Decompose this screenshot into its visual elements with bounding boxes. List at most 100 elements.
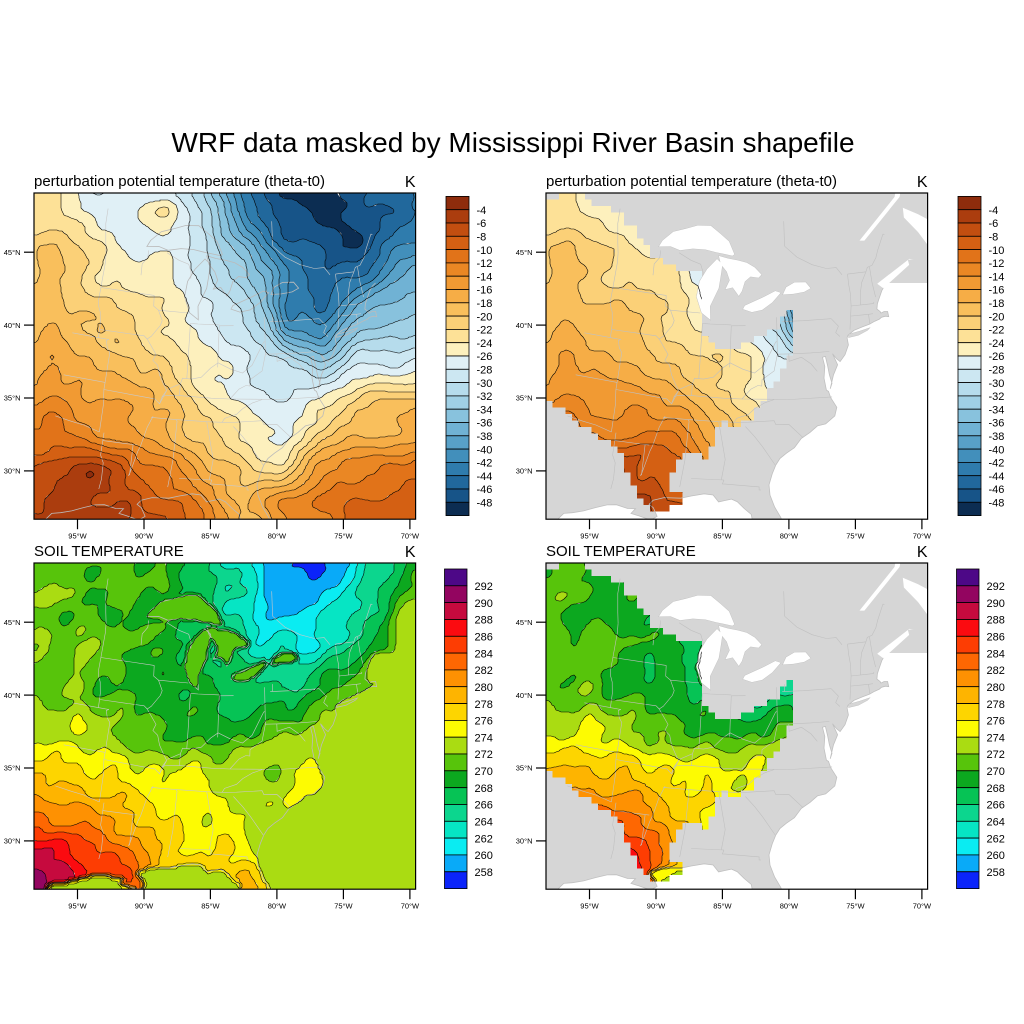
svg-text:266: 266 bbox=[475, 800, 493, 812]
svg-text:292: 292 bbox=[475, 581, 493, 593]
svg-text:292: 292 bbox=[987, 581, 1005, 593]
svg-text:95°W: 95°W bbox=[68, 531, 87, 540]
svg-text:-32: -32 bbox=[477, 391, 493, 403]
svg-text:260: 260 bbox=[475, 850, 493, 862]
svg-text:282: 282 bbox=[987, 665, 1005, 677]
svg-text:95°W: 95°W bbox=[580, 901, 599, 910]
svg-text:85°W: 85°W bbox=[713, 901, 732, 910]
svg-text:-34: -34 bbox=[989, 404, 1005, 416]
svg-text:-42: -42 bbox=[989, 458, 1005, 470]
svg-text:-28: -28 bbox=[989, 365, 1005, 377]
svg-text:-16: -16 bbox=[989, 285, 1005, 297]
svg-text:286: 286 bbox=[475, 632, 493, 644]
svg-text:90°W: 90°W bbox=[647, 531, 666, 540]
svg-text:-18: -18 bbox=[477, 298, 493, 310]
svg-text:45°N: 45°N bbox=[4, 248, 21, 257]
svg-text:288: 288 bbox=[987, 615, 1005, 627]
svg-text:-42: -42 bbox=[477, 458, 493, 470]
svg-text:280: 280 bbox=[987, 682, 1005, 694]
svg-text:K: K bbox=[917, 174, 928, 191]
svg-text:278: 278 bbox=[987, 699, 1005, 711]
svg-text:-34: -34 bbox=[477, 404, 493, 416]
svg-text:-46: -46 bbox=[477, 484, 493, 496]
svg-text:-30: -30 bbox=[989, 378, 1005, 390]
svg-text:35°N: 35°N bbox=[516, 394, 533, 403]
svg-text:270: 270 bbox=[475, 766, 493, 778]
svg-text:-4: -4 bbox=[477, 205, 487, 217]
svg-text:274: 274 bbox=[475, 732, 493, 744]
svg-text:258: 258 bbox=[475, 867, 493, 879]
svg-text:-12: -12 bbox=[989, 258, 1005, 270]
svg-text:-10: -10 bbox=[989, 245, 1005, 257]
svg-text:286: 286 bbox=[987, 632, 1005, 644]
svg-text:-36: -36 bbox=[989, 418, 1005, 430]
svg-text:-38: -38 bbox=[989, 431, 1005, 443]
svg-text:90°W: 90°W bbox=[647, 901, 666, 910]
svg-text:-6: -6 bbox=[989, 218, 999, 230]
svg-text:30°N: 30°N bbox=[516, 467, 533, 476]
svg-text:70°W: 70°W bbox=[913, 901, 932, 910]
svg-text:-20: -20 bbox=[477, 311, 493, 323]
svg-text:-32: -32 bbox=[989, 391, 1005, 403]
svg-text:-14: -14 bbox=[477, 271, 493, 283]
svg-text:70°W: 70°W bbox=[401, 531, 420, 540]
svg-text:266: 266 bbox=[987, 800, 1005, 812]
svg-text:-44: -44 bbox=[477, 471, 493, 483]
svg-text:288: 288 bbox=[475, 615, 493, 627]
svg-text:-44: -44 bbox=[989, 471, 1005, 483]
svg-text:perturbation potential tempera: perturbation potential temperature (thet… bbox=[34, 173, 325, 190]
svg-text:282: 282 bbox=[475, 665, 493, 677]
svg-text:30°N: 30°N bbox=[4, 837, 21, 846]
svg-text:75°W: 75°W bbox=[334, 901, 353, 910]
svg-text:-22: -22 bbox=[477, 325, 493, 337]
svg-text:-22: -22 bbox=[989, 325, 1005, 337]
svg-text:-4: -4 bbox=[989, 205, 999, 217]
svg-text:274: 274 bbox=[987, 732, 1005, 744]
svg-text:-24: -24 bbox=[477, 338, 493, 350]
svg-text:40°N: 40°N bbox=[4, 691, 21, 700]
svg-text:90°W: 90°W bbox=[135, 901, 154, 910]
svg-text:SOIL TEMPERATURE: SOIL TEMPERATURE bbox=[34, 543, 184, 560]
svg-text:45°N: 45°N bbox=[516, 618, 533, 627]
svg-text:-18: -18 bbox=[989, 298, 1005, 310]
svg-text:K: K bbox=[405, 544, 416, 561]
svg-text:45°N: 45°N bbox=[516, 248, 533, 257]
svg-text:-40: -40 bbox=[989, 444, 1005, 456]
svg-text:-38: -38 bbox=[477, 431, 493, 443]
svg-text:-20: -20 bbox=[989, 311, 1005, 323]
svg-text:K: K bbox=[917, 544, 928, 561]
svg-text:90°W: 90°W bbox=[135, 531, 154, 540]
svg-text:-8: -8 bbox=[989, 232, 999, 244]
svg-text:272: 272 bbox=[987, 749, 1005, 761]
svg-text:264: 264 bbox=[987, 817, 1005, 829]
svg-text:260: 260 bbox=[987, 850, 1005, 862]
svg-text:75°W: 75°W bbox=[334, 531, 353, 540]
svg-text:35°N: 35°N bbox=[4, 394, 21, 403]
svg-text:290: 290 bbox=[475, 598, 493, 610]
svg-text:-40: -40 bbox=[477, 444, 493, 456]
svg-text:95°W: 95°W bbox=[580, 531, 599, 540]
svg-text:75°W: 75°W bbox=[846, 531, 865, 540]
svg-text:35°N: 35°N bbox=[516, 764, 533, 773]
svg-text:35°N: 35°N bbox=[4, 764, 21, 773]
svg-text:WRF data masked by Mississippi: WRF data masked by Mississippi River Bas… bbox=[171, 127, 854, 158]
svg-text:80°W: 80°W bbox=[780, 531, 799, 540]
svg-text:85°W: 85°W bbox=[713, 531, 732, 540]
svg-text:-8: -8 bbox=[477, 232, 487, 244]
svg-text:-48: -48 bbox=[477, 498, 493, 510]
svg-text:-26: -26 bbox=[477, 351, 493, 363]
svg-text:85°W: 85°W bbox=[201, 531, 220, 540]
svg-text:270: 270 bbox=[987, 766, 1005, 778]
svg-text:80°W: 80°W bbox=[268, 531, 287, 540]
svg-text:85°W: 85°W bbox=[201, 901, 220, 910]
svg-text:-30: -30 bbox=[477, 378, 493, 390]
svg-text:30°N: 30°N bbox=[516, 837, 533, 846]
svg-text:-10: -10 bbox=[477, 245, 493, 257]
svg-text:95°W: 95°W bbox=[68, 901, 87, 910]
svg-text:75°W: 75°W bbox=[846, 901, 865, 910]
svg-text:-48: -48 bbox=[989, 498, 1005, 510]
svg-text:276: 276 bbox=[475, 716, 493, 728]
svg-text:258: 258 bbox=[987, 867, 1005, 879]
svg-text:-16: -16 bbox=[477, 285, 493, 297]
svg-text:-14: -14 bbox=[989, 271, 1005, 283]
